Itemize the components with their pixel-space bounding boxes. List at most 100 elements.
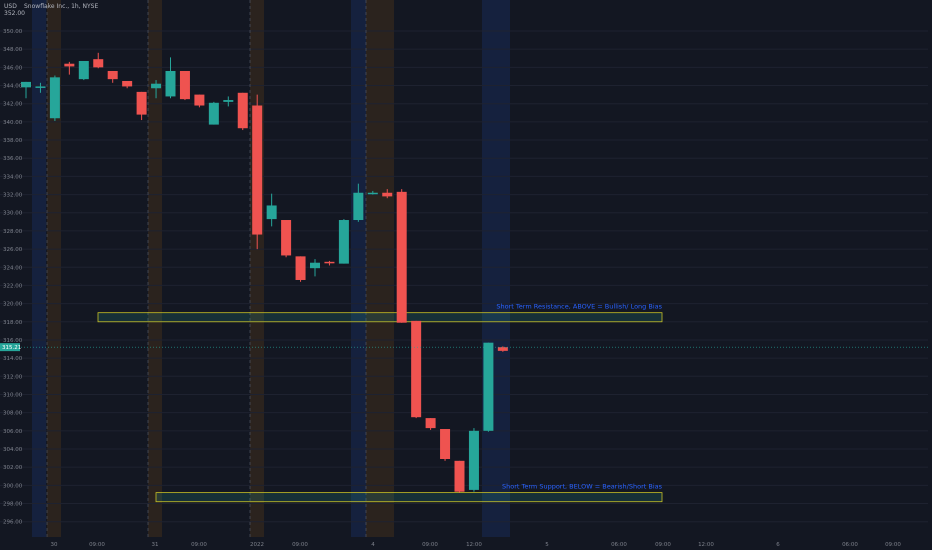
y-tick-label: 330.00 bbox=[3, 211, 23, 217]
x-tick-label: 09:00 bbox=[655, 542, 671, 548]
y-tick-label: 342.00 bbox=[3, 102, 23, 108]
x-tick-label: 30 bbox=[51, 542, 58, 548]
candle-body[interactable] bbox=[78, 60, 89, 80]
session-band bbox=[366, 0, 394, 537]
x-tick-label: 4 bbox=[371, 542, 375, 548]
candle-body[interactable] bbox=[353, 192, 364, 221]
y-tick-label: 336.00 bbox=[3, 156, 23, 162]
candle-body[interactable] bbox=[21, 81, 31, 88]
candle-body[interactable] bbox=[324, 261, 335, 264]
candle-series bbox=[21, 52, 508, 493]
y-tick-label: 302.00 bbox=[3, 465, 23, 471]
candle-body[interactable] bbox=[382, 192, 393, 197]
y-tick-label: 350.00 bbox=[3, 29, 23, 35]
candle-body[interactable] bbox=[107, 70, 118, 80]
x-tick-label: 09:00 bbox=[191, 542, 207, 548]
zone-box[interactable] bbox=[97, 312, 663, 323]
header-price: 352.00 bbox=[4, 10, 25, 17]
x-tick-label: 09:00 bbox=[422, 542, 438, 548]
candle-body[interactable] bbox=[179, 70, 190, 100]
x-tick-label: 12:00 bbox=[466, 542, 482, 548]
candle-body[interactable] bbox=[136, 91, 147, 115]
current-price-label: 315.21 bbox=[2, 345, 21, 351]
y-tick-label: 308.00 bbox=[3, 411, 23, 417]
y-tick-label: 300.00 bbox=[3, 483, 23, 489]
candle-body[interactable] bbox=[310, 262, 320, 269]
current-price-box bbox=[0, 343, 20, 352]
candle-body[interactable] bbox=[281, 220, 292, 256]
candle-body[interactable] bbox=[483, 342, 494, 431]
y-tick-label: 338.00 bbox=[3, 138, 23, 144]
x-tick-label: 5 bbox=[545, 542, 549, 548]
candle-body[interactable] bbox=[223, 100, 234, 102]
candle-body[interactable] bbox=[396, 191, 407, 323]
y-tick-label: 310.00 bbox=[3, 392, 23, 398]
candle-body[interactable] bbox=[367, 192, 378, 195]
candle-body[interactable] bbox=[208, 102, 219, 125]
y-tick-label: 324.00 bbox=[3, 265, 23, 271]
x-tick-label: 2022 bbox=[250, 542, 264, 548]
y-tick-label: 316.00 bbox=[3, 338, 23, 344]
y-tick-label: 344.00 bbox=[3, 84, 23, 90]
session-band bbox=[250, 0, 264, 537]
y-tick-label: 326.00 bbox=[3, 247, 23, 253]
y-tick-label: 296.00 bbox=[3, 520, 23, 526]
session-band bbox=[351, 0, 366, 537]
x-tick-label: 09:00 bbox=[885, 542, 901, 548]
y-tick-label: 328.00 bbox=[3, 229, 23, 235]
zone-label: Short Term Support, BELOW = Bearish/Shor… bbox=[502, 483, 663, 491]
session-band bbox=[482, 0, 510, 537]
candle-body[interactable] bbox=[194, 94, 205, 106]
candle-body[interactable] bbox=[440, 429, 451, 459]
x-tick-label: 31 bbox=[152, 542, 159, 548]
session-band bbox=[47, 0, 61, 537]
y-tick-label: 346.00 bbox=[3, 65, 23, 71]
y-tick-label: 340.00 bbox=[3, 120, 23, 126]
candle-body[interactable] bbox=[266, 205, 277, 220]
y-tick-label: 334.00 bbox=[3, 174, 23, 180]
x-tick-label: 09:00 bbox=[292, 542, 308, 548]
candle-body[interactable] bbox=[468, 430, 479, 490]
x-tick-label: 6 bbox=[776, 542, 780, 548]
grid-lines bbox=[0, 0, 928, 537]
y-tick-label: 318.00 bbox=[3, 320, 23, 326]
y-tick-label: 306.00 bbox=[3, 429, 23, 435]
candle-body[interactable] bbox=[122, 80, 133, 87]
y-tick-label: 322.00 bbox=[3, 283, 23, 289]
candle-body[interactable] bbox=[64, 63, 75, 67]
current-price-marker: 315.21 bbox=[0, 343, 928, 352]
candle-body[interactable] bbox=[165, 70, 176, 97]
symbol-title: Snowflake Inc., 1h, NYSE bbox=[24, 3, 99, 10]
candle-body[interactable] bbox=[454, 460, 465, 492]
candle-body[interactable] bbox=[295, 256, 306, 280]
time-axis: 30 09:00 31 09:00 2022 09:00 4 09:00 12:00 5 06:00… bbox=[51, 542, 902, 548]
session-band bbox=[148, 0, 162, 537]
candle-body[interactable] bbox=[49, 77, 60, 119]
y-tick-label: 320.00 bbox=[3, 302, 23, 308]
x-tick-label: 06:00 bbox=[842, 542, 858, 548]
y-tick-label: 314.00 bbox=[3, 356, 23, 362]
candle-body[interactable] bbox=[93, 59, 104, 68]
y-tick-label: 332.00 bbox=[3, 193, 23, 199]
currency-label: USD bbox=[4, 3, 17, 10]
annotation-zones: Short Term Resistance, ABOVE = Bullish/ … bbox=[97, 303, 663, 503]
candle-body[interactable] bbox=[151, 83, 162, 89]
candle-body[interactable] bbox=[411, 320, 422, 418]
y-tick-label: 298.00 bbox=[3, 502, 23, 508]
x-tick-label: 09:00 bbox=[89, 542, 105, 548]
candle-body[interactable] bbox=[425, 418, 436, 429]
session-band bbox=[32, 0, 46, 537]
x-tick-label: 12:00 bbox=[698, 542, 714, 548]
candle-body[interactable] bbox=[338, 220, 349, 264]
chart-header: USD Snowflake Inc., 1h, NYSE 352.00 bbox=[4, 3, 98, 17]
zone-box[interactable] bbox=[155, 492, 663, 503]
candle-body[interactable] bbox=[252, 105, 263, 235]
candle-body[interactable] bbox=[497, 347, 508, 351]
price-axis: 296.00 298.00 300.00 302.00 304.00 306.00 308.… bbox=[3, 29, 23, 526]
x-tick-label: 06:00 bbox=[611, 542, 627, 548]
candle-body[interactable] bbox=[237, 92, 248, 129]
candle-body[interactable] bbox=[35, 86, 46, 88]
y-tick-label: 348.00 bbox=[3, 47, 23, 53]
y-tick-label: 304.00 bbox=[3, 447, 23, 453]
